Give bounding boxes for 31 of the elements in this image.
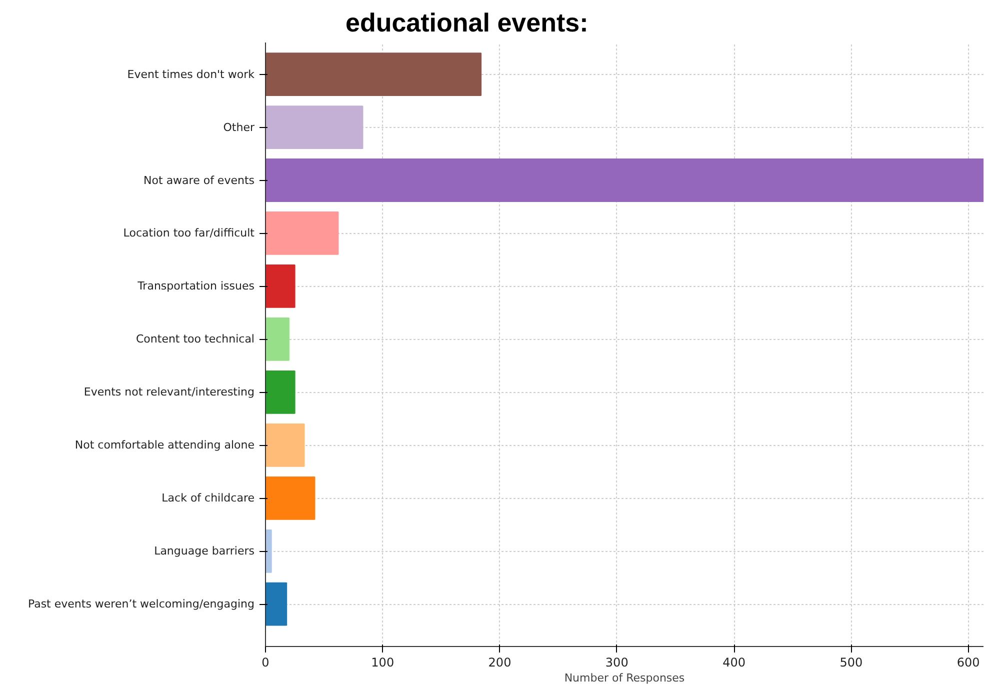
- y-tick-label: Location too far/difficult: [123, 226, 256, 240]
- y-tick-label: Transportation issues: [136, 280, 255, 293]
- x-tick-label: 100: [371, 656, 394, 670]
- bar: [266, 106, 364, 149]
- bar: [266, 158, 984, 202]
- x-axis-title: Number of Responses: [564, 672, 685, 684]
- x-tick-label: 0: [262, 656, 270, 670]
- bar: [266, 370, 296, 414]
- bar: [266, 582, 288, 626]
- y-tick-label: Content too technical: [136, 332, 255, 346]
- y-tick-label: Not comfortable attending alone: [74, 438, 255, 452]
- x-tick-label: 200: [488, 656, 512, 670]
- bar: [266, 529, 272, 573]
- x-tick-label: 300: [605, 656, 628, 670]
- y-tick-label: Not aware of events: [144, 174, 255, 187]
- y-tick-label: Other: [223, 120, 255, 134]
- bar: [266, 52, 482, 96]
- x-tick-label: 400: [722, 656, 746, 670]
- y-tick-label: Lack of childcare: [162, 492, 255, 505]
- y-tick-label: Events not relevant/interesting: [84, 386, 255, 399]
- y-tick-label: Language barriers: [154, 544, 255, 558]
- chart-title: educational events:: [346, 8, 588, 38]
- bar: [266, 423, 305, 467]
- x-tick-label: 600: [956, 656, 980, 670]
- bar: [266, 264, 296, 308]
- x-tick-label: 500: [840, 656, 863, 670]
- y-tick-label: Event times don't work: [127, 68, 256, 81]
- bar: [266, 318, 290, 361]
- y-tick-label: Past events weren’t welcoming/engaging: [28, 598, 255, 611]
- bar: [266, 476, 316, 520]
- bar: [266, 212, 339, 255]
